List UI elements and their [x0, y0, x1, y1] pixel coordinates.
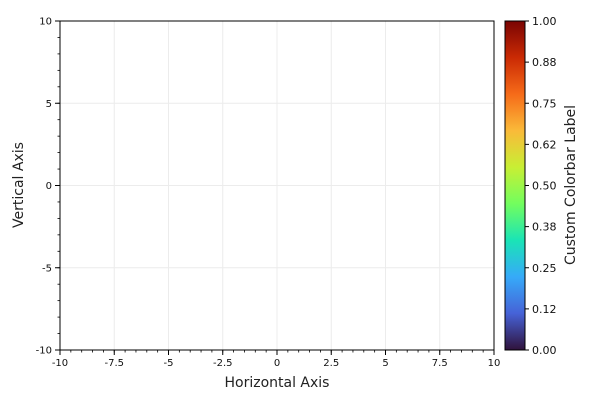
colorbar-tick-label: 0.25: [532, 262, 557, 275]
colorbar-tick-label: 0.88: [532, 56, 557, 69]
grid-lines: [59, 20, 495, 351]
x-tick-label: -5: [164, 358, 174, 369]
y-tick-label: -10: [36, 346, 52, 357]
y-axis-title: Vertical Axis: [11, 142, 27, 228]
colorbar-tick-label: 0.38: [532, 221, 557, 234]
colorbar-tick-label: 0.75: [532, 97, 557, 110]
colorbar-tick-label: 1.00: [532, 15, 557, 28]
x-axis: -10 -7.5 -5 -2.5 0 2.5 5 7.5 10: [52, 350, 501, 369]
x-tick-label: 5: [382, 358, 388, 369]
x-tick-label: 0: [274, 358, 280, 369]
x-axis-title: Horizontal Axis: [225, 375, 330, 391]
x-tick-label: 7.5: [432, 358, 448, 369]
y-tick-label: 5: [46, 99, 52, 110]
x-tick-label: -2.5: [213, 358, 233, 369]
x-tick-label: 2.5: [323, 358, 339, 369]
colorbar-tick-label: 0.00: [532, 344, 557, 357]
colorbar: [504, 20, 526, 351]
colorbar-label: Custom Colorbar Label: [563, 105, 579, 265]
y-axis: -10 -5 0 5 10: [36, 17, 60, 357]
colorbar-tick-label: 0.62: [532, 138, 557, 151]
x-tick-label: -10: [52, 358, 68, 369]
y-tick-label: -5: [42, 263, 52, 274]
y-tick-label: 10: [39, 17, 52, 28]
colorbar-tick-label: 0.12: [532, 303, 557, 316]
colorbar-tick-label: 0.50: [532, 180, 557, 193]
colorbar-ticks: 0.00 0.12 0.25 0.38 0.50 0.62 0.75 0.88 1.00: [525, 15, 557, 357]
y-tick-label: 0: [46, 181, 52, 192]
x-tick-label: -7.5: [104, 358, 124, 369]
x-tick-label: 10: [488, 358, 501, 369]
